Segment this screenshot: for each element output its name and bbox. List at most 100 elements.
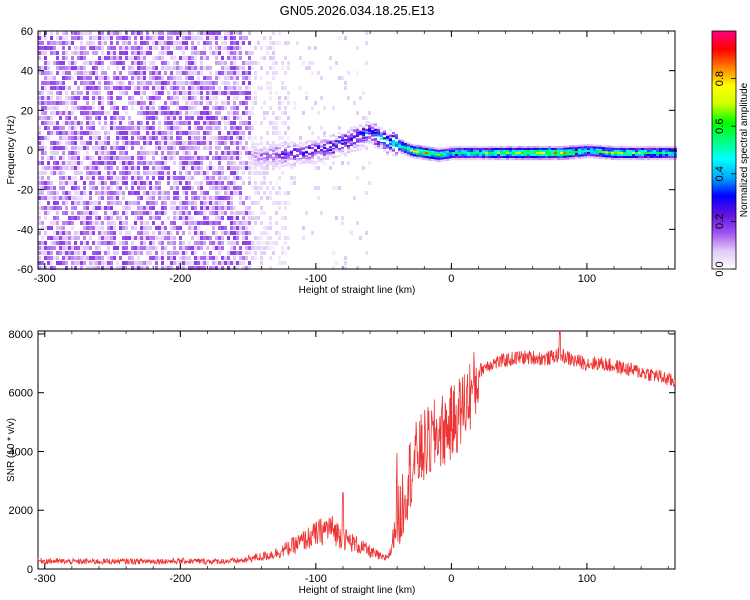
spectrogram-cell <box>212 171 215 175</box>
spectrogram-cell <box>80 191 83 195</box>
spectrogram-cell <box>218 251 221 255</box>
spectrogram-cell <box>95 76 98 80</box>
spectrogram-cell <box>155 31 158 35</box>
spectrogram-cell <box>278 116 281 120</box>
spectrogram-cell <box>197 36 200 40</box>
spectrogram-cell <box>47 186 50 190</box>
spectrogram-cell <box>41 266 44 270</box>
spectrogram-signal-cell <box>527 151 530 155</box>
spectrogram-cell <box>233 106 236 110</box>
spectrogram-cell <box>104 131 107 135</box>
spectrogram-cell <box>230 66 233 70</box>
spectrogram-cell <box>68 86 71 90</box>
spectrogram-cell <box>215 141 218 145</box>
spectrogram-cell <box>227 161 230 165</box>
spectrogram-cell <box>152 121 155 125</box>
spectrogram-cell <box>71 76 74 80</box>
spectrogram-signal-cell <box>506 153 509 157</box>
spectrogram-cell <box>92 146 95 150</box>
spectrogram-cell <box>167 61 170 65</box>
spectrogram-cell <box>155 131 158 135</box>
spectrogram-signal-cell <box>641 153 644 157</box>
spectrogram-cell <box>110 161 113 165</box>
spectrogram-cell <box>140 106 143 110</box>
spectrogram-cell <box>98 246 101 250</box>
spectrogram-cell <box>188 56 191 60</box>
spectrogram-cell <box>236 41 239 45</box>
spectrogram-signal-cell <box>635 157 638 161</box>
spectrogram-signal-cell <box>413 150 416 153</box>
spectrogram-signal-cell <box>431 146 434 150</box>
spectrogram-cell <box>254 171 257 175</box>
spectrogram-cell <box>215 191 218 195</box>
spectrogram-signal-cell <box>650 153 653 157</box>
spectrogram-signal-cell <box>254 162 257 166</box>
spectrogram-cell <box>98 176 101 180</box>
spectrogram-signal-cell <box>299 148 302 151</box>
spectrogram-cell <box>77 76 80 80</box>
spectrogram-signal-cell <box>299 158 302 161</box>
spectrogram-signal-cell <box>296 160 299 163</box>
spectrogram-cell <box>161 141 164 145</box>
spectrogram-cell <box>122 191 125 195</box>
spectrogram-signal-cell <box>437 151 440 155</box>
y-tick-label: -20 <box>17 185 33 197</box>
spectrogram-cell <box>41 251 44 255</box>
spectrogram-signal-cell <box>299 150 302 153</box>
spectrogram-cell <box>221 116 224 120</box>
spectrogram-cell <box>116 246 119 250</box>
spectrogram-cell <box>257 241 260 245</box>
spectrogram-signal-cell <box>353 129 356 132</box>
spectrogram-cell <box>221 81 224 85</box>
spectrogram-cell <box>74 166 77 170</box>
spectrogram-signal-cell <box>566 153 569 156</box>
spectrogram-cell <box>71 126 74 130</box>
spectrogram-cell <box>179 146 182 150</box>
spectrogram-cell <box>44 246 47 250</box>
spectrogram-cell <box>185 251 188 255</box>
spectrogram-cell <box>269 221 272 225</box>
spectrogram-cell <box>122 251 125 255</box>
spectrogram-cell <box>200 156 203 160</box>
spectrogram-signal-cell <box>605 153 608 156</box>
spectrogram-cell <box>95 136 98 140</box>
spectrogram-signal-cell <box>431 156 434 160</box>
spectrogram-signal-cell <box>593 150 596 153</box>
spectrogram-cell <box>368 111 371 115</box>
spectrogram-cell <box>344 266 347 270</box>
spectrogram-cell <box>197 126 200 130</box>
spectrogram-cell <box>227 121 230 125</box>
spectrogram-cell <box>77 96 80 100</box>
spectrogram-signal-cell <box>419 149 422 152</box>
spectrogram-signal-cell <box>575 146 578 150</box>
spectrogram-cell <box>173 151 176 155</box>
spectrogram-cell <box>98 111 101 115</box>
spectrogram-cell <box>146 66 149 70</box>
spectrogram-signal-cell <box>404 151 407 154</box>
spectrogram-cell <box>41 176 44 180</box>
spectrogram-cell <box>170 76 173 80</box>
spectrogram-cell <box>245 146 248 150</box>
snr-y-axis-label: SNR (10 * v/v) <box>6 418 17 482</box>
spectrogram-cell <box>191 111 194 115</box>
spectrogram-cell <box>170 96 173 100</box>
spectrogram-cell <box>44 266 47 270</box>
spectrogram-signal-cell <box>317 151 320 154</box>
spectrogram-cell <box>92 206 95 210</box>
spectrogram-cell <box>188 151 191 155</box>
spectrogram-cell <box>194 246 197 250</box>
spectrogram-cell <box>185 186 188 190</box>
spectrogram-signal-cell <box>365 137 368 140</box>
spectrogram-signal-cell <box>284 143 287 146</box>
spectrogram-cell <box>71 106 74 110</box>
spectrogram-signal-cell <box>260 154 263 157</box>
spectrogram-cell <box>149 201 152 205</box>
spectrogram-signal-cell <box>365 120 368 124</box>
spectrogram-cell <box>101 256 104 260</box>
chart-title: GN05.2026.034.18.25.E13 <box>280 3 435 18</box>
spectrogram-signal-cell <box>578 148 581 151</box>
spectrogram-signal-cell <box>323 157 326 160</box>
spectrogram-cell <box>107 76 110 80</box>
spectrogram-cell <box>161 31 164 35</box>
